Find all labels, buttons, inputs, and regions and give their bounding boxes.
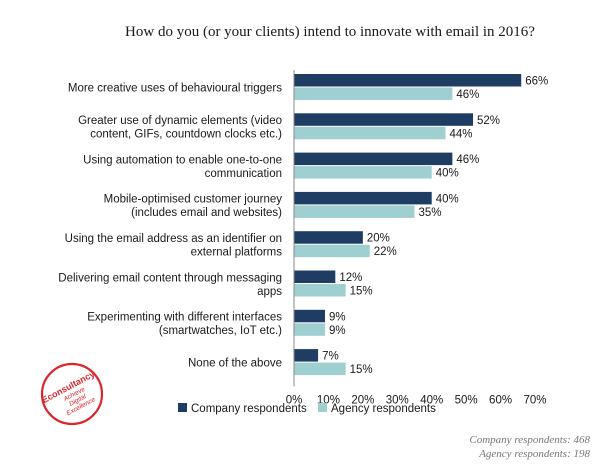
category-label-0-line-0: More creative uses of behavioural trigge… (68, 83, 282, 95)
data-label-agency-7: 15% (350, 364, 373, 376)
bar-agency-5 (294, 284, 346, 297)
bar-company-2 (294, 152, 453, 166)
x-tick-label-2: 20% (351, 394, 374, 406)
data-label-agency-4: 22% (374, 246, 397, 258)
econsultancy-logo: Econsultancy Achieve Digital Excellence (40, 362, 104, 426)
legend-swatch-agency (318, 403, 327, 412)
category-label-3-line-0: Mobile-optimised customer journey (104, 194, 283, 206)
chart-title: How do you (or your clients) intend to i… (125, 24, 535, 40)
data-label-company-3: 40% (436, 193, 459, 205)
category-label-4-line-1: external platforms (191, 246, 283, 258)
data-label-company-5: 12% (339, 272, 362, 284)
legend-label-company: Company respondents (191, 403, 307, 415)
bar-agency-0 (294, 87, 453, 100)
category-label-1-line-1: content, GIFs, countdown clocks etc.) (90, 129, 282, 141)
bar-agency-1 (294, 126, 446, 140)
note-company-respondents: Company respondents: 468 (469, 434, 590, 446)
data-label-company-0: 66% (525, 76, 548, 88)
category-label-6-line-0: Experimenting with different interfaces (87, 312, 282, 324)
data-label-company-6: 9% (329, 311, 346, 323)
x-tick-label-5: 50% (455, 394, 478, 406)
data-label-agency-3: 35% (419, 207, 442, 219)
bar-agency-2 (294, 166, 432, 179)
category-label-1-line-0: Greater use of dynamic elements (video (78, 115, 282, 127)
category-label-6-line-1: (smartwatches, IoT etc.) (159, 325, 282, 337)
note-agency-respondents: Agency respondents: 198 (478, 448, 590, 460)
x-tick-label-7: 70% (523, 394, 546, 406)
bar-agency-4 (294, 244, 370, 258)
bar-agency-7 (294, 362, 346, 376)
legend-label-agency: Agency respondents (331, 403, 436, 415)
bar-agency-6 (294, 323, 325, 336)
category-label-2-line-0: Using automation to enable one-to-one (83, 154, 282, 166)
x-tick-label-6: 60% (489, 394, 512, 406)
bar-company-4 (294, 231, 363, 244)
bar-agency-3 (294, 205, 415, 218)
data-label-agency-0: 46% (456, 89, 479, 101)
x-axis: 0% 10% 20% 30% 40% 50% 60% 70% (286, 70, 547, 406)
data-label-agency-1: 44% (449, 128, 472, 140)
data-label-company-4: 20% (367, 233, 390, 245)
logo-circle (40, 362, 104, 426)
category-label-5-line-0: Delivering email content through messagi… (58, 272, 282, 284)
bar-company-1 (294, 113, 474, 126)
category-labels: More creative uses of behavioural trigge… (58, 83, 282, 370)
bar-company-3 (294, 191, 432, 205)
bar-company-6 (294, 309, 325, 323)
data-label-agency-6: 9% (329, 325, 346, 337)
data-label-agency-5: 15% (350, 286, 373, 298)
category-label-4-line-0: Using the email address as an identifier… (65, 233, 282, 245)
bar-company-7 (294, 349, 319, 362)
legend: Company respondents Agency respondents (178, 403, 436, 415)
bar-company-5 (294, 270, 336, 283)
data-label-company-1: 52% (477, 115, 500, 127)
category-label-3-line-1: (includes email and websites) (131, 207, 282, 219)
bars-layer: 66% 46% 52% 44% 46% 40% 40% 35% 20%22% 12% 15% 9% 9%… (294, 74, 548, 376)
category-label-5-line-1: apps (257, 286, 282, 298)
data-label-company-2: 46% (456, 154, 479, 166)
data-label-company-7: 7% (322, 351, 339, 363)
x-tick-label-0: 0% (286, 394, 303, 406)
category-label-2-line-1: communication (205, 168, 282, 180)
x-tick-label-3: 30% (386, 394, 409, 406)
bar-company-0 (294, 74, 522, 87)
x-tick-label-4: 40% (420, 394, 443, 406)
data-label-agency-2: 40% (436, 168, 459, 180)
legend-swatch-company (178, 403, 187, 412)
category-label-7-line-0: None of the above (188, 358, 282, 370)
